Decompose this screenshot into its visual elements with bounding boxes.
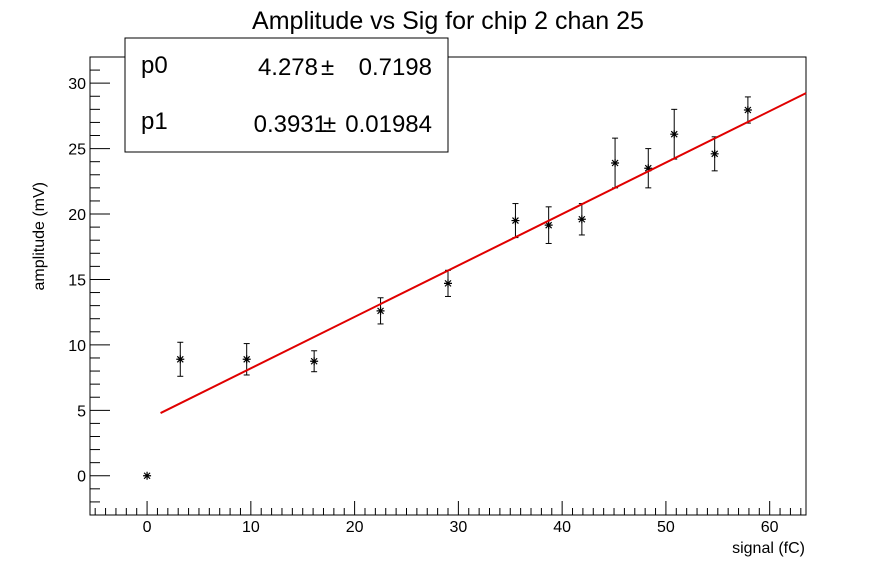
point-marker [310, 357, 319, 366]
point-marker [710, 149, 719, 158]
data-point [670, 108, 679, 160]
fit-line [160, 92, 807, 414]
stats-p1-name: p1 [141, 108, 168, 135]
stats-p0-value: 4.278 [258, 54, 318, 81]
stats-p1-pm: ± [323, 111, 336, 138]
y-tick-label: 0 [77, 469, 86, 486]
point-marker [670, 130, 679, 139]
point-marker [376, 306, 385, 315]
stats-p0-pm: ± [321, 54, 334, 81]
y-tick-label: 10 [68, 338, 86, 355]
point-marker [644, 164, 653, 173]
data-point [544, 206, 553, 244]
point-marker [242, 355, 251, 364]
y-tick-label: 25 [68, 142, 86, 159]
y-axis: 0 5 10 15 20 25 30 [68, 56, 110, 516]
point-marker [444, 279, 452, 288]
x-tick-label: 50 [657, 519, 675, 536]
x-axis: 0 10 20 30 40 50 60 [94, 501, 802, 536]
data-point [310, 350, 319, 373]
point-marker [511, 216, 520, 225]
chart-title: Amplitude vs Sig for chip 2 chan 25 [252, 7, 644, 35]
x-tick-label: 60 [761, 519, 779, 536]
x-tick-label: 40 [553, 519, 571, 536]
stats-box: p0 4.278 ± 0.7198 p1 0.3931 ± 0.01984 [124, 37, 449, 153]
point-marker [743, 105, 752, 114]
data-point [176, 341, 185, 377]
y-tick-label: 30 [68, 76, 86, 93]
point-marker [577, 215, 586, 224]
point-marker [143, 471, 152, 480]
data-point [376, 297, 385, 325]
data-point [743, 96, 752, 124]
x-tick-label: 10 [242, 519, 260, 536]
data-point [143, 471, 152, 480]
data-point [444, 269, 452, 297]
point-marker [544, 221, 553, 230]
stats-p1-error: 0.01984 [345, 111, 432, 138]
y-tick-label: 15 [68, 272, 86, 289]
data-points [143, 96, 752, 480]
stats-p0-name: p0 [141, 52, 168, 79]
y-axis-label: amplitude (mV) [31, 182, 48, 290]
x-axis-label: signal (fC) [732, 540, 805, 557]
data-point [577, 203, 586, 236]
data-point [710, 136, 719, 172]
fit-line-group [160, 92, 807, 414]
y-tick-label: 20 [68, 207, 86, 224]
point-marker [176, 355, 185, 364]
stats-p1-value: 0.3931 [254, 111, 327, 138]
stats-p0-error: 0.7198 [359, 54, 432, 81]
data-point [611, 137, 620, 189]
data-point [511, 203, 520, 239]
y-tick-label: 5 [77, 403, 86, 420]
x-tick-label: 30 [449, 519, 467, 536]
x-tick-label: 0 [143, 519, 152, 536]
x-tick-label: 20 [346, 519, 364, 536]
point-marker [611, 158, 620, 167]
stats-box-frame [124, 37, 449, 153]
data-point [644, 148, 653, 189]
